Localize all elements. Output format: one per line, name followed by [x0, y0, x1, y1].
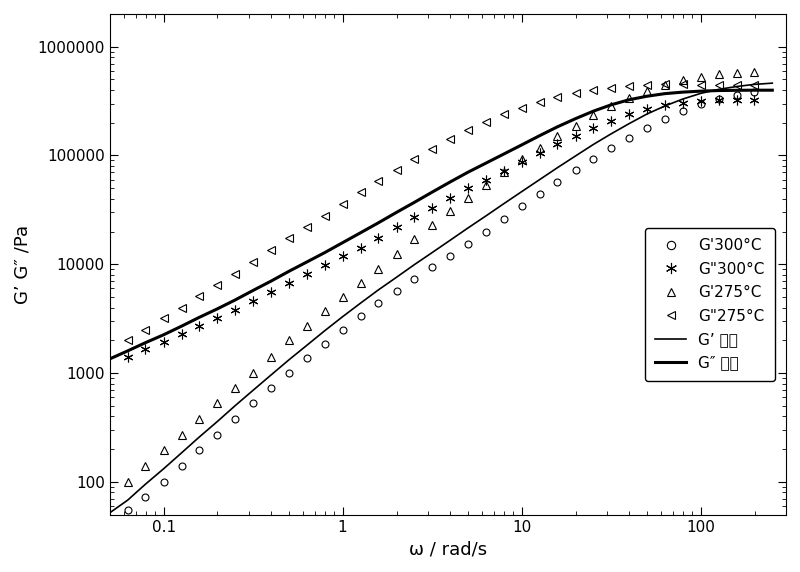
- Y-axis label: G’ G″ /Pa: G’ G″ /Pa: [14, 225, 32, 304]
- Legend: G'300°C, G"300°C, G'275°C, G"275°C, G’ 拟合, G″ 拟合: G'300°C, G"300°C, G'275°C, G"275°C, G’ 拟…: [645, 228, 775, 381]
- X-axis label: ω / rad/s: ω / rad/s: [409, 540, 487, 558]
